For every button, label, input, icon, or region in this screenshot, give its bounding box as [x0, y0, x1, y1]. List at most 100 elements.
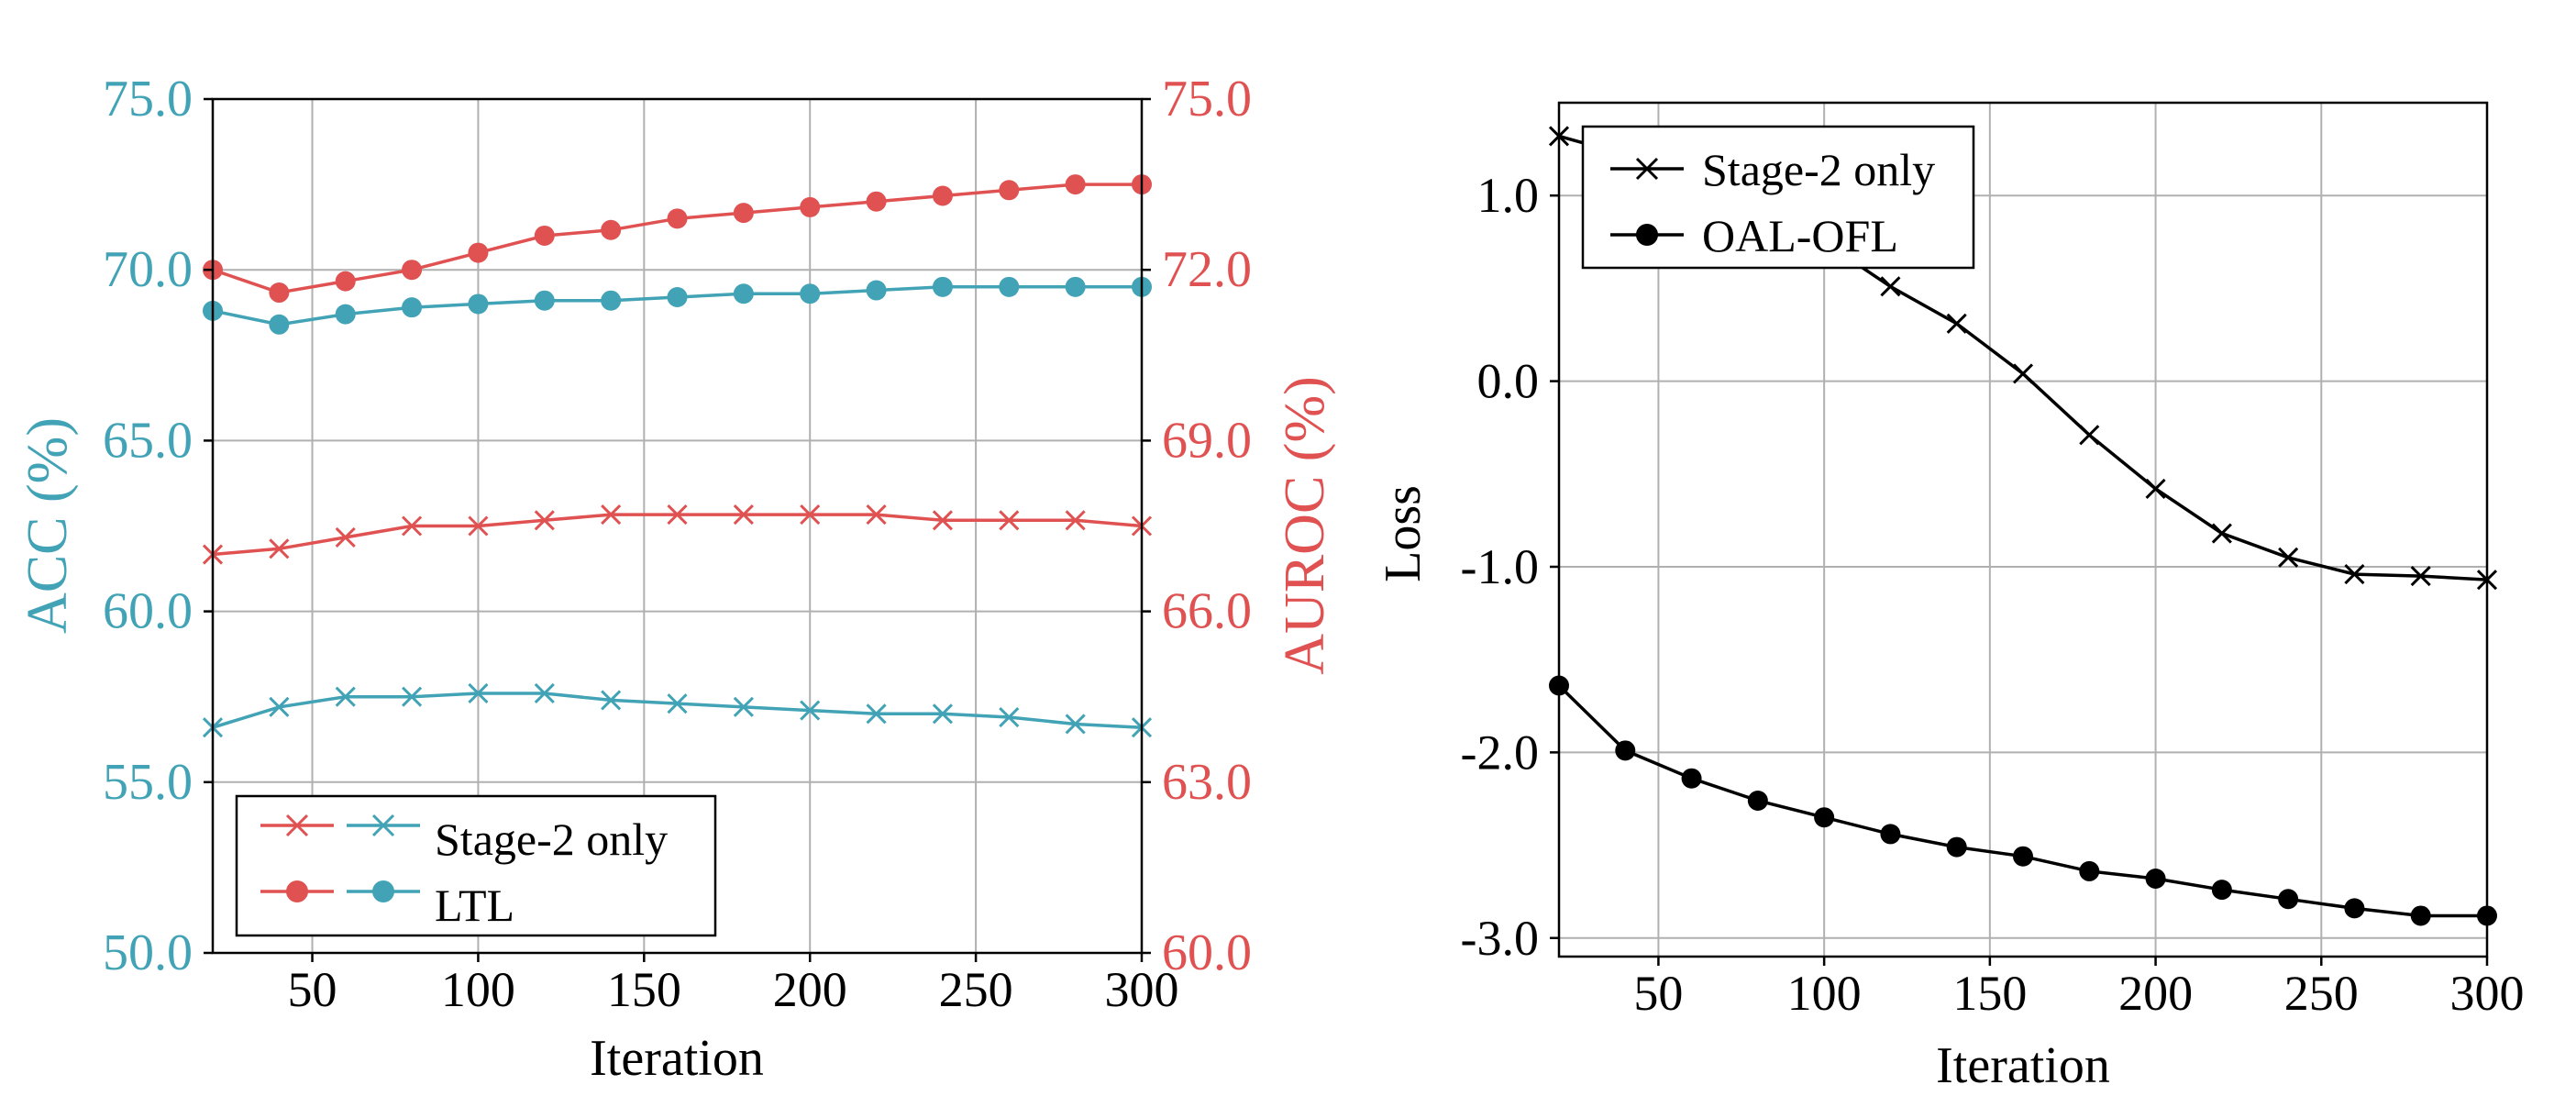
data-point	[866, 504, 887, 526]
left-y-ticks-auroc: 60.0 63.0 66.0 69.0 72.0 75.0	[1142, 71, 1252, 981]
right-y-axis-label: Loss	[1375, 485, 1432, 582]
data-point	[335, 271, 356, 292]
data-point	[2344, 564, 2365, 585]
x-tick-label: 150	[607, 962, 681, 1017]
right-legend-label-stage2: Stage-2 only	[1702, 144, 1935, 195]
data-point	[402, 297, 423, 318]
data-point	[2012, 363, 2034, 384]
left-legend-box	[235, 794, 717, 937]
y-tick-label-acc: 55.0	[103, 754, 193, 811]
data-point	[468, 515, 489, 537]
data-point	[269, 538, 290, 559]
data-point	[999, 276, 1020, 297]
left-legend-handles	[260, 814, 420, 902]
y-tick-label-auroc: 60.0	[1162, 924, 1252, 981]
data-point	[1814, 807, 1835, 828]
right-legend-label-oal: OAL-OFL	[1702, 210, 1898, 261]
left-legend: Stage-2 only LTL	[235, 794, 717, 937]
x-tick-label: 100	[441, 962, 515, 1017]
data-point	[667, 286, 688, 307]
data-point	[534, 225, 555, 246]
data-point	[1065, 714, 1086, 735]
right-legend: Stage-2 only OAL-OFL	[1581, 125, 1975, 270]
left-x-axis-label: Iteration	[590, 1030, 764, 1087]
data-point	[1615, 740, 1636, 761]
y-tick-label: -2.0	[1461, 725, 1539, 780]
x-tick-label: 200	[773, 962, 847, 1017]
x-tick-label: 150	[1952, 966, 2027, 1021]
right-plot-frame	[1557, 101, 2489, 958]
right-legend-handles	[1610, 157, 1684, 246]
data-point	[2278, 889, 2299, 910]
legend-handle-marker	[371, 814, 395, 837]
data-point	[1065, 174, 1086, 195]
right-y-axis-label-auroc: AUROC (%)	[1274, 376, 1336, 674]
data-point	[2145, 478, 2166, 500]
data-point	[932, 510, 953, 531]
x-tick-label: 300	[1105, 962, 1179, 1017]
data-point	[534, 510, 555, 531]
data-point	[1880, 824, 1901, 845]
data-point	[800, 283, 821, 304]
data-point	[335, 526, 356, 548]
data-point	[2079, 860, 2100, 881]
data-point	[468, 242, 489, 263]
data-point	[468, 682, 489, 704]
x-tick-label: 300	[2450, 966, 2525, 1021]
data-point	[534, 290, 555, 311]
data-point	[667, 208, 688, 229]
data-point	[269, 282, 290, 304]
legend-handle-marker	[1635, 157, 1659, 181]
data-point	[667, 693, 688, 714]
data-point	[999, 180, 1020, 201]
data-point	[534, 682, 555, 704]
data-point	[1880, 276, 1901, 297]
y-tick-label-auroc: 69.0	[1162, 412, 1252, 469]
data-point	[999, 510, 1020, 531]
data-point	[1065, 276, 1086, 297]
data-point	[2145, 868, 2166, 889]
data-point	[932, 703, 953, 725]
data-point	[601, 690, 622, 711]
data-point	[2344, 898, 2365, 919]
data-point	[1681, 768, 1702, 789]
y-tick-label-acc: 60.0	[103, 583, 193, 640]
data-point	[800, 504, 821, 526]
data-point	[402, 515, 423, 537]
data-point	[866, 280, 887, 301]
data-point	[269, 314, 290, 335]
left-series	[202, 174, 1153, 738]
right-x-axis-label: Iteration	[1936, 1037, 2110, 1094]
data-point	[2211, 523, 2232, 544]
data-point	[335, 686, 356, 707]
y-tick-label-acc: 65.0	[103, 412, 193, 469]
left-x-ticks: 50 100 150 200 250 300	[288, 953, 1179, 1017]
left-legend-label-stage2: Stage-2 only	[435, 814, 668, 865]
left-y-ticks-acc: 50.0 55.0 60.0 65.0 70.0 75.0	[103, 71, 213, 981]
data-point	[2013, 846, 2033, 867]
y-tick-label-acc: 50.0	[103, 924, 193, 981]
data-point	[468, 293, 489, 315]
x-tick-label: 50	[1633, 966, 1683, 1021]
left-chart: 50 100 150 200 250 300 50.0 55.0 60.0 65.0 70.0 75…	[17, 71, 1336, 1087]
data-point	[2410, 566, 2431, 587]
data-point	[402, 260, 423, 281]
data-point	[2410, 905, 2431, 926]
data-point	[335, 304, 356, 325]
data-point	[932, 185, 953, 206]
x-tick-label: 200	[2118, 966, 2193, 1021]
data-point	[1747, 790, 1768, 811]
data-point	[1946, 313, 1967, 334]
y-tick-label-auroc: 75.0	[1162, 71, 1252, 127]
data-point	[269, 696, 290, 717]
y-tick-label: -3.0	[1461, 911, 1539, 966]
data-point	[601, 504, 622, 526]
y-tick-label: 0.0	[1477, 354, 1540, 409]
legend-handle-marker	[286, 880, 308, 902]
data-point	[866, 703, 887, 725]
data-point	[733, 283, 754, 304]
legend-handle-marker	[372, 880, 394, 902]
data-point	[999, 706, 1020, 728]
y-tick-label: -1.0	[1461, 539, 1539, 594]
x-tick-label: 50	[288, 962, 337, 1017]
